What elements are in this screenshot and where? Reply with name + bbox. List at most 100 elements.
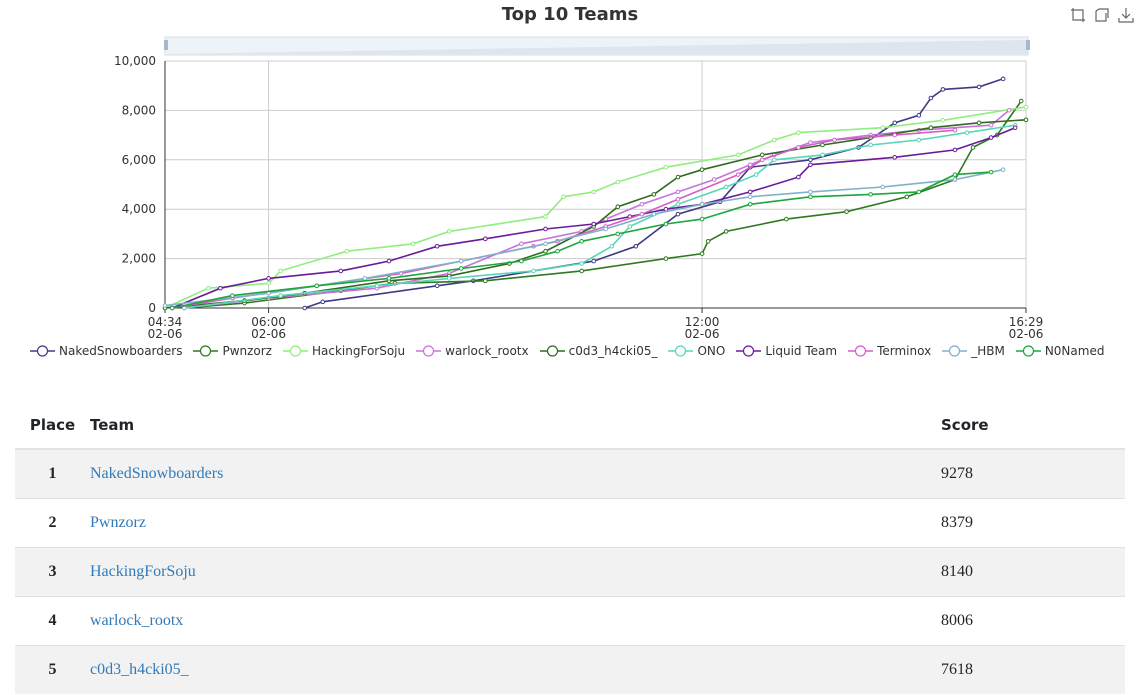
table-header-row: Place Team Score [15,402,1125,450]
series-point [663,206,669,212]
legend-item[interactable]: Pwnzorz [193,344,272,358]
series-point [1023,104,1029,110]
legend-symbol [282,345,308,357]
legend-item[interactable]: N0Named [1015,344,1104,358]
legend-label: ONO [697,344,726,358]
series-point [579,261,584,266]
series-point [627,224,633,229]
series-point [483,236,488,242]
team-link[interactable]: warlock_rootx [90,612,184,629]
series-point [458,266,464,271]
series-point [615,204,621,210]
legend-item[interactable]: HackingForSoju [282,344,406,358]
place-cell: 5 [15,645,90,694]
series-point [808,189,813,195]
series-point [362,276,368,281]
series-point [988,135,994,140]
team-link[interactable]: HackingForSoju [90,563,196,580]
x-tick-date: 02-06 [685,327,720,341]
series-point [952,147,958,153]
series-point [753,172,759,177]
legend-item[interactable]: _HBM [942,344,1005,358]
y-tick-label: 10,000 [114,54,156,68]
series-point [591,258,596,264]
score-cell: 8140 [941,547,1125,597]
legend-item[interactable]: ONO [668,344,725,358]
series-point [675,197,681,202]
series-point [904,194,910,200]
data-zoom-handle-left[interactable] [164,40,168,50]
series-point [796,145,801,150]
place-cell: 1 [15,448,90,499]
series-point [266,281,271,286]
series-point [1000,167,1006,172]
series-point [278,293,283,298]
team-link[interactable]: Pwnzorz [90,514,146,531]
series-point [555,248,560,254]
legend-item[interactable]: Terminox [848,344,931,358]
series-point [952,177,958,182]
series-point [1012,125,1018,130]
series-point [266,276,271,281]
legend-label: Liquid Team [765,344,838,358]
series-point [916,189,922,195]
series-point [162,303,168,308]
series-line [171,126,1016,309]
team-cell: c0d3_h4cki05_ [90,645,941,694]
series-point [531,268,536,274]
legend-label: Pwnzorz [222,344,272,358]
score-cell: 8379 [941,498,1125,548]
series-point [543,241,548,247]
team-link[interactable]: NakedSnowboarders [90,465,224,482]
legend-item[interactable]: NakedSnowboarders [30,344,182,358]
series-line [184,124,1016,309]
series-point [386,258,392,264]
series-point [543,226,548,232]
y-tick-label: 0 [148,301,156,315]
series-point [952,172,958,177]
series-point [386,276,392,281]
series-point [735,152,741,158]
series-point [976,120,982,126]
score-cell: 7618 [941,645,1125,694]
series-point [609,243,615,249]
series-point [434,283,440,289]
series-point [976,84,982,90]
series-point [675,201,681,207]
series-point [651,211,657,217]
data-zoom-shadow [165,40,1028,54]
series-point [808,162,813,168]
legend-item[interactable]: Liquid Team [736,344,837,358]
series-point [591,189,596,195]
series-point [772,137,777,143]
series-point [1000,76,1006,82]
legend-symbol [416,345,442,357]
chart-title: Top 10 Teams [501,4,639,25]
data-zoom-handle-right[interactable] [1026,40,1030,50]
series-point [1006,107,1012,113]
series-point [302,305,307,311]
series-point [928,125,934,130]
zoom-icon[interactable] [1070,7,1086,23]
save-image-icon[interactable] [1118,7,1134,23]
legend-label: warlock_rootx [445,344,529,358]
team-cell: NakedSnowboarders [90,448,941,499]
series-point [880,184,886,190]
score-header: Score [941,402,1125,450]
legend-label: HackingForSoju [311,344,406,358]
series-point [916,137,922,143]
legend-item[interactable]: warlock_rootx [416,344,529,358]
team-link[interactable]: c0d3_h4cki05_ [90,661,189,678]
legend-label: NakedSnowboarders [59,344,183,358]
y-tick-label: 6,000 [122,153,156,167]
series-point [663,221,669,227]
table-row: 1 NakedSnowboarders 9278 [15,448,1125,499]
zoom-reset-icon[interactable] [1094,7,1110,23]
series-point [169,305,175,311]
legend-item[interactable]: c0d3_h4cki05_ [539,344,657,358]
series-point [735,172,741,177]
series-point [639,201,645,207]
x-tick-label: 12:00 [685,315,720,329]
series-point [561,194,566,200]
series-point [543,248,548,254]
